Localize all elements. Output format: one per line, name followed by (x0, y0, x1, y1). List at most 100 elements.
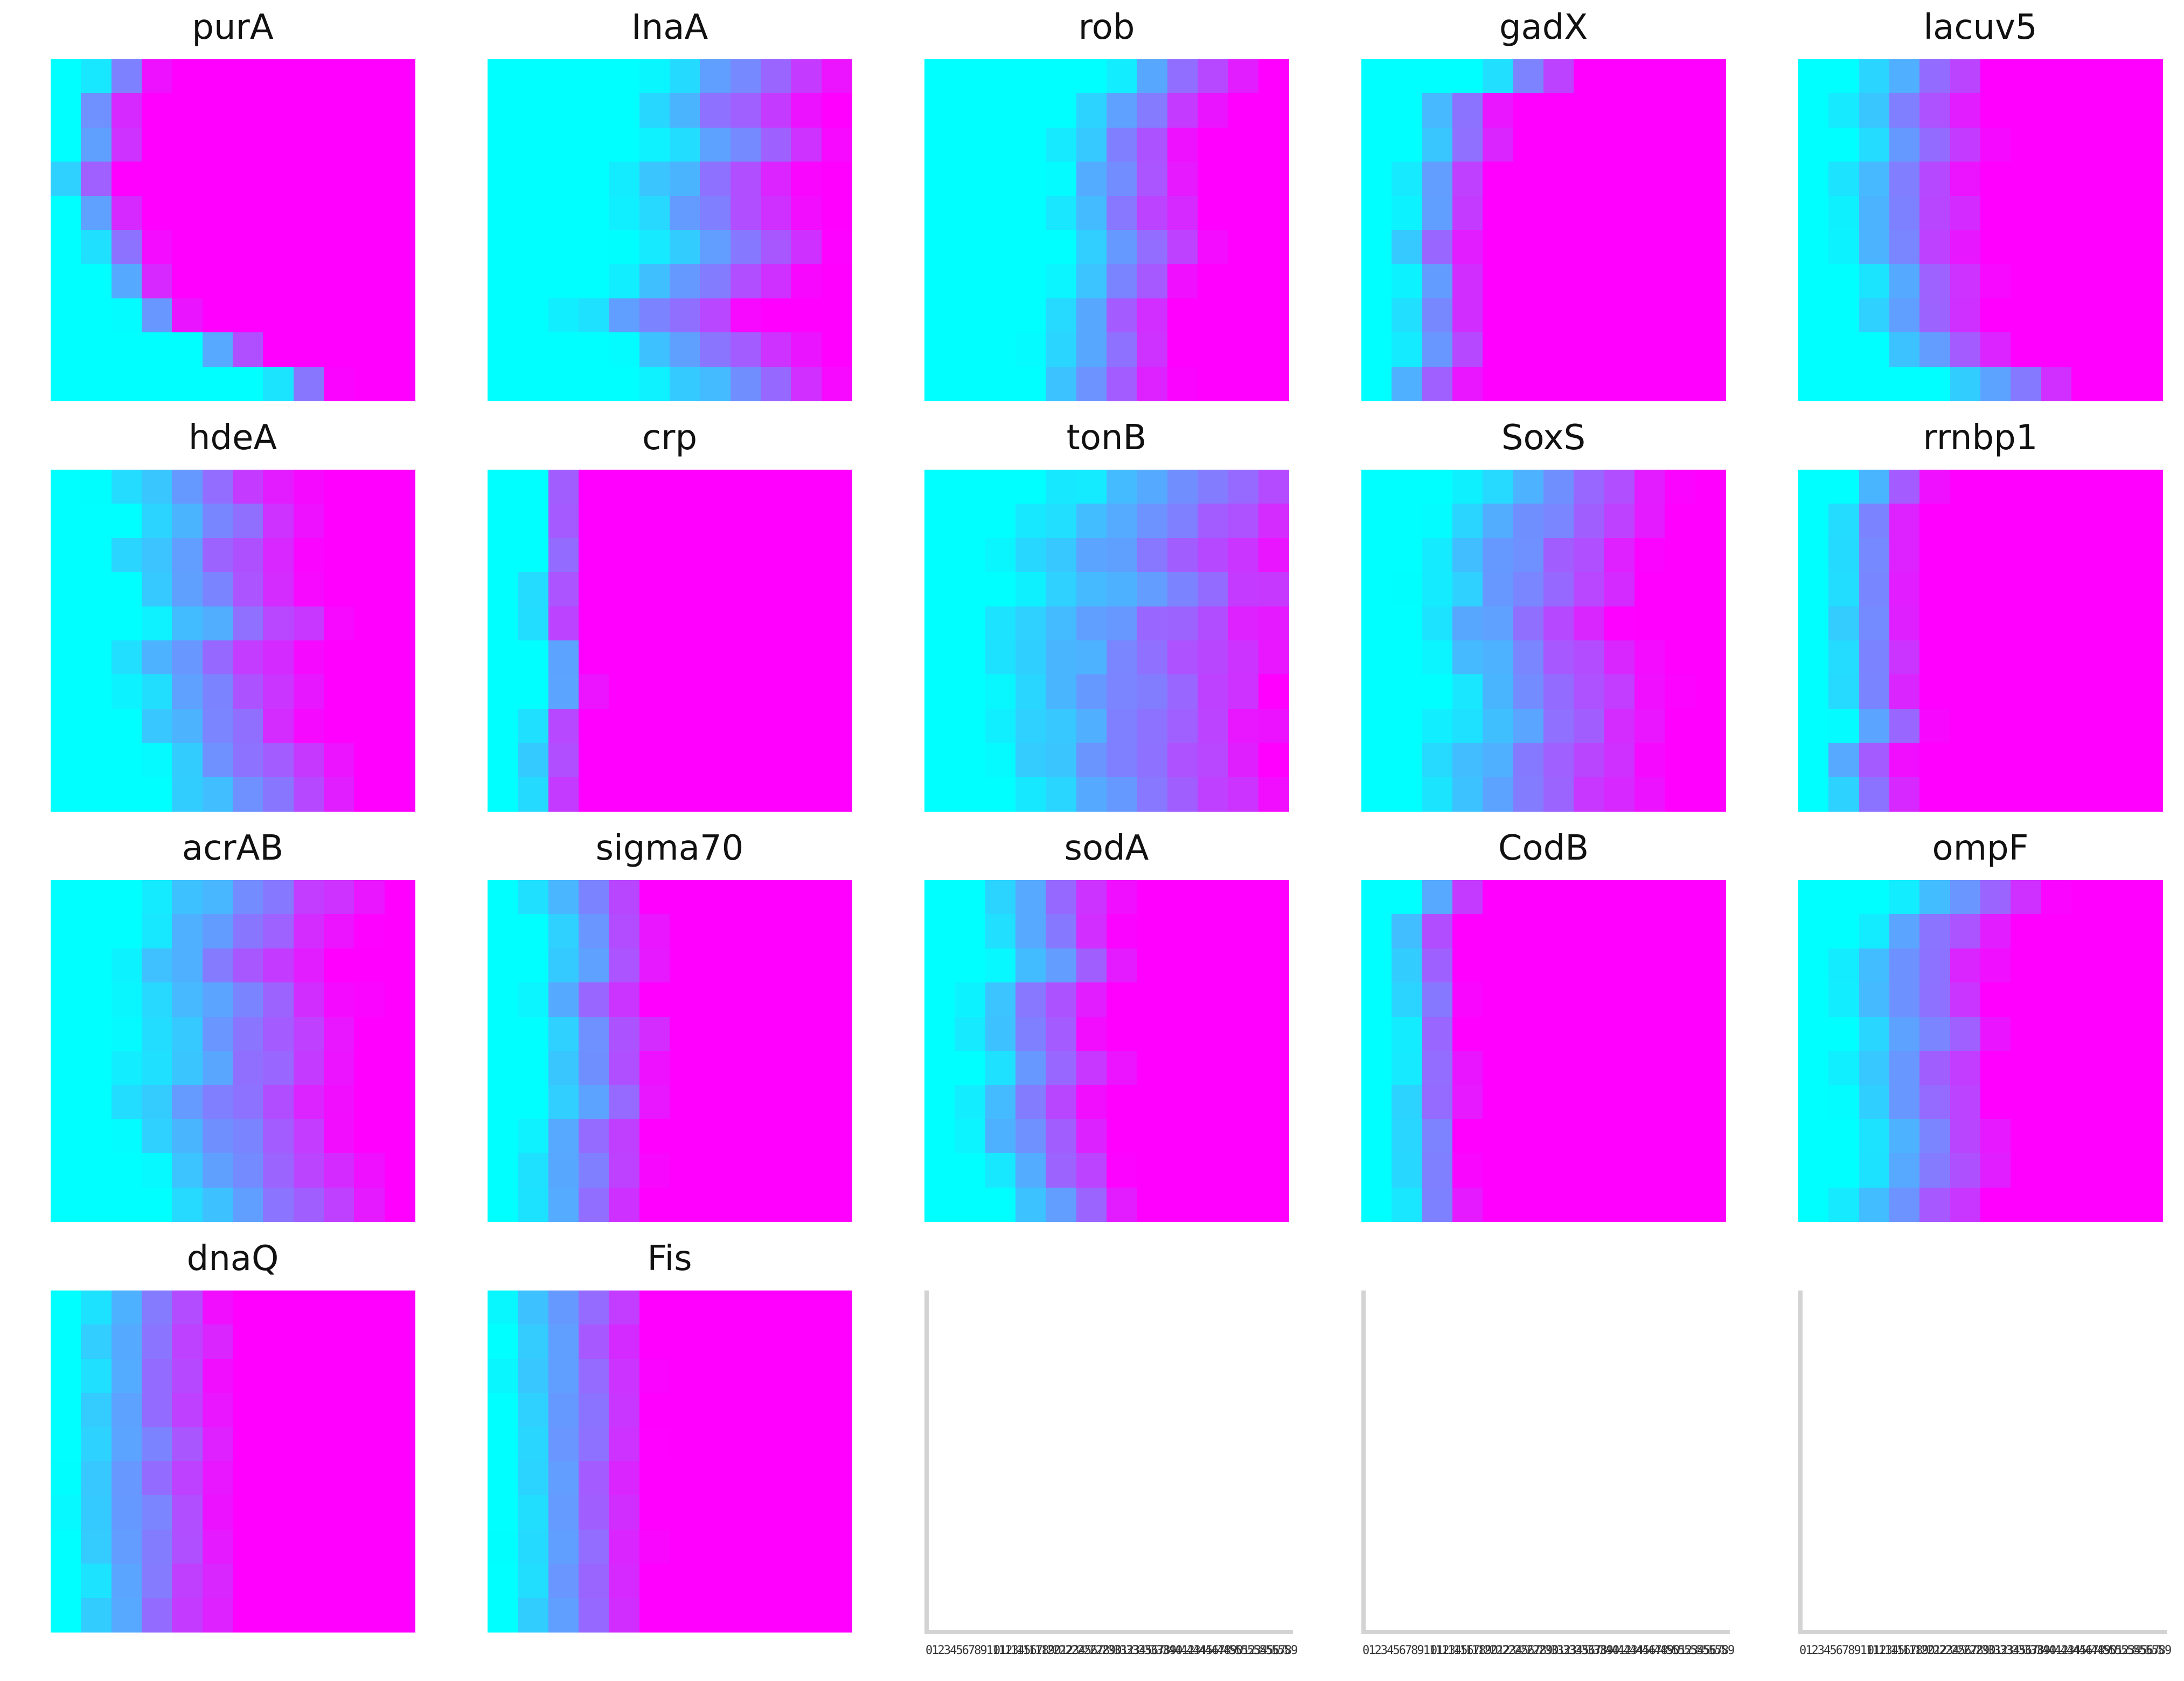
heatmap-cell (354, 1564, 385, 1599)
heatmap-cell (1665, 298, 1696, 333)
heatmap-cell (1228, 196, 1259, 231)
heatmap-cell (1950, 674, 1981, 709)
heatmap-cell (1634, 1051, 1666, 1086)
heatmap-cell (1889, 93, 1921, 128)
heatmap-cell (518, 1016, 549, 1051)
heatmap-cell (111, 93, 142, 128)
heatmap-cell (51, 127, 82, 163)
heatmap-cell (761, 230, 792, 265)
heatmap-cell (1665, 1187, 1696, 1222)
x-tick-label: 18 (1908, 1644, 1923, 1657)
heatmap-cell (1980, 743, 2012, 778)
heatmap-cell (1828, 1153, 1860, 1188)
heatmap-cell (1665, 504, 1696, 539)
heatmap-cell (233, 1153, 264, 1188)
heatmap-cell (233, 1016, 264, 1051)
heatmap-cell (670, 366, 701, 401)
heatmap-cell (1483, 880, 1514, 915)
x-tick-label: 56 (1702, 1644, 1717, 1657)
heatmap-cell (761, 1461, 792, 1496)
heatmap-cell (609, 880, 640, 915)
heatmap-cell (1452, 504, 1484, 539)
heatmap-cell (955, 1085, 986, 1120)
heatmap-cell (518, 504, 549, 539)
heatmap-cell (111, 1016, 142, 1051)
heatmap-cell (1634, 982, 1666, 1017)
x-tick-label: 46 (2078, 1644, 2093, 1657)
heatmap-cell (1574, 470, 1605, 505)
heatmap-cell (293, 1051, 324, 1086)
heatmap-cell (821, 1291, 852, 1326)
heatmap-cell (924, 538, 956, 573)
heatmap-cell (2071, 606, 2103, 641)
heatmap-cell (1452, 366, 1484, 401)
heatmap-cell (1513, 196, 1544, 231)
heatmap-cell (609, 1085, 640, 1120)
heatmap-cell (548, 572, 579, 607)
heatmap-cell (730, 1153, 761, 1188)
x-tick-label: 10 (1423, 1644, 1438, 1657)
heatmap-cell (1695, 777, 1726, 812)
heatmap-cell (639, 1358, 670, 1394)
heatmap-cell (518, 606, 549, 641)
heatmap-cell (2011, 93, 2042, 128)
heatmap-cell (1889, 332, 1921, 367)
heatmap-cell (821, 1393, 852, 1428)
heatmap-cell (1798, 708, 1830, 744)
heatmap-cell (518, 1085, 549, 1120)
heatmap-cell (1483, 914, 1514, 949)
heatmap-cell (1452, 914, 1484, 949)
heatmap-cell (1167, 674, 1198, 709)
heatmap-cell (700, 332, 731, 367)
x-tick-label: 44 (2066, 1644, 2081, 1657)
heatmap-cell (142, 1393, 173, 1428)
heatmap-cell (2041, 640, 2072, 675)
heatmap-cell (821, 982, 852, 1017)
heatmap-cell (202, 572, 233, 607)
x-tick-label: 53 (1247, 1644, 1262, 1657)
heatmap-cell (548, 504, 579, 539)
heatmap-cell (324, 606, 355, 641)
heatmap-cell (1076, 572, 1107, 607)
heatmap-cell (81, 470, 112, 505)
heatmap-cell (700, 1085, 731, 1120)
heatmap-cell (1574, 640, 1605, 675)
heatmap-cell (1228, 1187, 1259, 1222)
panel-title: sigma70 (595, 828, 744, 868)
heatmap-cell (2132, 538, 2163, 573)
x-tick-label: 47 (1211, 1644, 1226, 1657)
x-tick-label: 16 (1896, 1644, 1911, 1657)
heatmap-cell (761, 606, 792, 641)
heatmap-cell (791, 982, 822, 1017)
heatmap-cell (1919, 777, 1951, 812)
heatmap-cell (2102, 708, 2133, 744)
heatmap-cell (1604, 93, 1635, 128)
heatmap-cell (1483, 1187, 1514, 1222)
heatmap-cell (111, 196, 142, 231)
heatmap-cell (233, 708, 264, 744)
heatmap-cell (1076, 1187, 1107, 1222)
heatmap-cell (1422, 230, 1453, 265)
heatmap-cell (1604, 743, 1635, 778)
heatmap-cell (985, 674, 1016, 709)
heatmap-cell (2102, 230, 2133, 265)
heatmap-cell (1107, 708, 1138, 744)
heatmap-cell (670, 777, 701, 812)
x-tick-label: 23 (1939, 1644, 1953, 1657)
x-tick-label: 23 (1502, 1644, 1517, 1657)
heatmap-cell (1422, 196, 1453, 231)
heatmap-cell (2132, 366, 2163, 401)
heatmap-cell (1228, 606, 1259, 641)
heatmap-cell (548, 1358, 579, 1394)
heatmap-cell (1167, 1119, 1198, 1154)
heatmap-cell (1665, 674, 1696, 709)
heatmap-cell (518, 640, 549, 675)
heatmap-cell (730, 162, 761, 197)
heatmap-cell (1828, 880, 1860, 915)
heatmap-cell (324, 196, 355, 231)
heatmap-cell (172, 1564, 203, 1599)
heatmap-cell (81, 196, 112, 231)
heatmap-cell (1634, 59, 1666, 94)
heatmap-cell (1076, 1119, 1107, 1154)
heatmap-cell (172, 366, 203, 401)
